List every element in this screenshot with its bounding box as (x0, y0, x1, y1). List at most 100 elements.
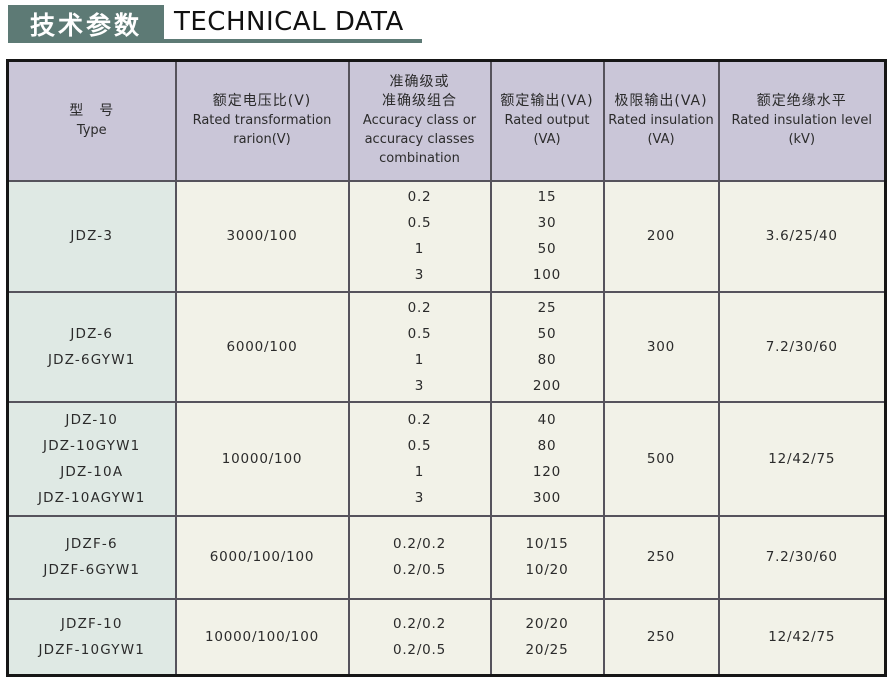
cell-limit-output: 200 (602, 179, 720, 293)
cell-value: JDZ-6 (70, 325, 114, 342)
cell-value: 80 (537, 437, 557, 454)
cell-value: 0.2/0.2 (392, 536, 447, 552)
cell-value: JDZ-10AGYW1 (37, 489, 146, 506)
cell-value: JDZ-6GYW1 (47, 351, 136, 368)
header-line: 准确级或 (389, 74, 450, 91)
cell-rated-output: 20/20 20/25 (489, 597, 605, 677)
header-line: accuracy classes (364, 132, 475, 148)
table-row: JDZ-6 JDZ-6GYW1 6000/100 0.2 0.5 1 3 25 50 80 200 3… (6, 290, 887, 403)
cell-value: 3 (414, 377, 425, 394)
cell-value: 200 (646, 228, 676, 244)
cell-insulation-level: 12/42/75 (717, 597, 887, 677)
page-header: 技术参数 TECHNICAL DATA (8, 5, 890, 43)
cell-limit-output: 250 (602, 514, 720, 600)
cell-limit-output: 250 (602, 597, 720, 677)
header-line: 型 号 (69, 102, 115, 119)
cell-insulation-level: 12/42/75 (717, 400, 887, 517)
cell-value: 15 (537, 189, 557, 205)
column-header-insulation-level: 额定绝缘水平 Rated insulation level (kV) (717, 59, 887, 182)
header-line: rarion(V) (233, 132, 291, 148)
cell-insulation-level: 7.2/30/60 (717, 290, 887, 403)
cell-rated-output: 40 80 120 300 (489, 400, 605, 517)
cell-value: 250 (646, 549, 676, 565)
cell-value: 80 (537, 351, 557, 368)
cell-value: 25 (537, 299, 557, 316)
cell-value: 30 (537, 215, 557, 231)
header-line: 额定绝缘水平 (756, 93, 847, 110)
cell-value: 20/25 (525, 641, 569, 658)
header-line: Rated insulation (608, 113, 714, 129)
cell-value: 500 (646, 450, 676, 467)
header-line: Rated output (504, 113, 590, 129)
table-row: JDZ-3 3000/100 0.2 0.5 1 3 15 30 50 100 200 3.6/25/… (6, 179, 887, 293)
cell-type: JDZ-10 JDZ-10GYW1 JDZ-10A JDZ-10AGYW1 (6, 400, 177, 517)
header-line: Type (76, 122, 107, 138)
cell-value: JDZ-10 (65, 411, 119, 428)
cell-value: 3000/100 (226, 228, 298, 244)
cell-value: JDZF-10 (60, 615, 123, 632)
table-body: JDZ-3 3000/100 0.2 0.5 1 3 15 30 50 100 200 3.6/25/… (6, 179, 887, 677)
cell-value: 0.2 (407, 189, 432, 205)
cell-value: 7.2/30/60 (765, 338, 838, 355)
cell-value: JDZF-6GYW1 (43, 562, 141, 578)
cell-type: JDZ-3 (6, 179, 177, 293)
cell-value: 20/20 (525, 615, 569, 632)
header-line: Rated insulation level (731, 113, 873, 129)
cell-value: 1 (414, 241, 425, 257)
header-line: (kV) (788, 132, 816, 148)
column-header-limit-output: 极限输出(VA) Rated insulation (VA) (602, 59, 720, 182)
header-line: 极限输出(VA) (614, 93, 708, 110)
cell-value: 300 (646, 338, 676, 355)
cell-value: 10/15 (525, 536, 569, 552)
column-header-rated-voltage-ratio: 额定电压比(V) Rated transformation rarion(V) (174, 59, 350, 182)
cell-value: 10/20 (525, 562, 569, 578)
cell-accuracy-class: 0.2 0.5 1 3 (347, 290, 492, 403)
column-header-rated-output: 额定输出(VA) Rated output (VA) (489, 59, 605, 182)
section-title-underline: TECHNICAL DATA (164, 5, 422, 43)
cell-value: 50 (537, 241, 557, 257)
cell-accuracy-class: 0.2/0.2 0.2/0.5 (347, 597, 492, 677)
cell-value: 12/42/75 (768, 628, 836, 645)
section-title-en: TECHNICAL DATA (174, 7, 404, 37)
cell-value: 1 (414, 463, 425, 480)
cell-value: 0.2/0.2 (392, 615, 447, 632)
cell-value: 1 (414, 351, 425, 368)
header-line: 额定输出(VA) (500, 93, 594, 110)
header-line: Rated transformation (192, 113, 332, 129)
cell-value: 3.6/25/40 (765, 228, 838, 244)
cell-insulation-level: 3.6/25/40 (717, 179, 887, 293)
cell-value: 6000/100 (226, 338, 298, 355)
header-line: 额定电压比(V) (212, 93, 312, 110)
header-line: Accuracy class or (362, 113, 477, 129)
table-row: JDZF-6 JDZF-6GYW1 6000/100/100 0.2/0.2 0.2/0… (6, 514, 887, 600)
cell-rated-voltage-ratio: 6000/100/100 (174, 514, 350, 600)
cell-limit-output: 500 (602, 400, 720, 517)
cell-value: 0.5 (407, 215, 432, 231)
cell-rated-voltage-ratio: 6000/100 (174, 290, 350, 403)
cell-value: 10000/100/100 (205, 628, 319, 645)
cell-value: 100 (532, 267, 562, 283)
cell-value: 3 (414, 489, 425, 506)
header-line: (VA) (647, 132, 675, 148)
cell-insulation-level: 7.2/30/60 (717, 514, 887, 600)
cell-rated-voltage-ratio: 10000/100 (174, 400, 350, 517)
cell-value: 0.2 (407, 411, 432, 428)
cell-type: JDZ-6 JDZ-6GYW1 (6, 290, 177, 403)
cell-value: 3 (414, 267, 425, 283)
cell-type: JDZF-6 JDZF-6GYW1 (6, 514, 177, 600)
cell-value: 0.2/0.5 (392, 562, 447, 578)
column-header-accuracy-class: 准确级或 准确级组合 Accuracy class or accuracy class… (347, 59, 492, 182)
cell-value: 0.5 (407, 437, 432, 454)
cell-value: 6000/100/100 (209, 549, 315, 565)
cell-value: JDZ-10A (60, 463, 124, 480)
header-row: 型 号 Type 额定电压比(V) Rated transformation rario… (6, 59, 887, 182)
section-title-cn: 技术参数 (29, 11, 142, 40)
cell-value: 250 (646, 628, 676, 645)
cell-rated-output: 15 30 50 100 (489, 179, 605, 293)
cell-value: 7.2/30/60 (765, 549, 838, 565)
section-title-box: 技术参数 (8, 5, 164, 43)
cell-value: 40 (537, 411, 557, 428)
cell-limit-output: 300 (602, 290, 720, 403)
cell-value: JDZF-6 (65, 536, 118, 552)
cell-rated-voltage-ratio: 10000/100/100 (174, 597, 350, 677)
